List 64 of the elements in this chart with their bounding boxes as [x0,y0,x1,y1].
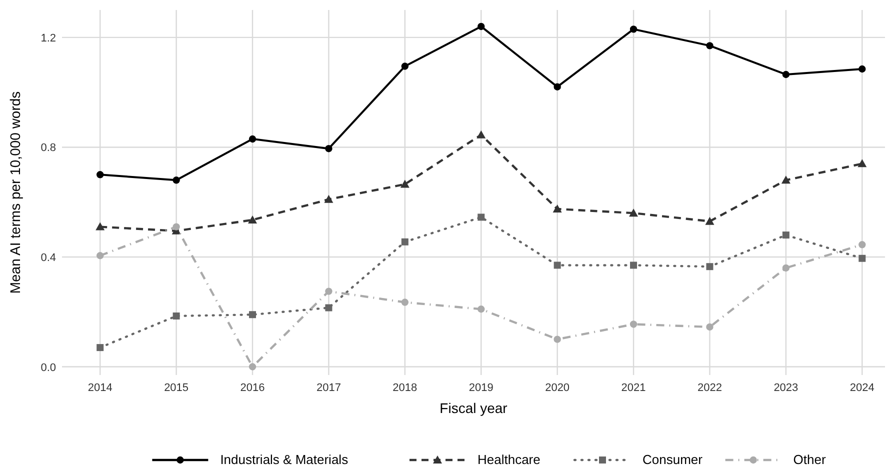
point [478,22,485,30]
x-tick-label: 2023 [774,382,798,394]
point [96,344,104,352]
point [552,204,562,212]
point [248,135,256,143]
point [554,83,561,90]
point [705,216,714,225]
legend-label: Consumer [642,452,704,467]
point [858,159,867,168]
point [858,254,866,262]
point [554,336,561,343]
x-tick-label: 2019 [468,382,494,394]
y-tick-label: 0.8 [40,142,56,154]
x-tick-label: 2016 [240,382,265,394]
point [400,180,410,188]
legend-label: Industrials & Materials [220,452,349,467]
point [401,238,408,246]
point [858,65,866,73]
point [782,232,790,239]
point [782,264,790,272]
point [248,215,258,224]
point [706,323,714,331]
x-tick-label: 2020 [545,382,570,394]
point [249,311,256,318]
point [172,312,180,320]
point [401,298,409,306]
point [96,252,104,260]
point [858,241,866,248]
x-tick-label: 2015 [164,382,189,394]
x-tick-label: 2022 [697,382,722,394]
point [401,62,409,70]
y-tick-label: 0.0 [40,362,56,374]
x-axis-title: Fiscal year [440,400,508,416]
x-tick-label: 2021 [621,382,646,394]
point [706,263,714,270]
point [476,130,486,138]
point [706,42,714,50]
point [630,262,638,269]
point [96,222,105,230]
x-tick-label: 2024 [850,382,874,394]
y-tick-label: 1.2 [40,32,56,44]
x-tick-label: 2014 [88,382,112,394]
point [478,306,485,313]
point [782,70,790,78]
legend-label: Other [793,452,826,467]
point [554,262,561,269]
point [96,171,104,178]
point [629,208,638,217]
y-tick-label: 0.4 [40,252,56,264]
point [172,223,180,230]
point [172,176,180,184]
point [630,26,638,33]
point [781,176,790,184]
y-axis-title: Mean AI terms per 10,000 words [7,91,23,294]
point [248,363,256,370]
point [325,144,332,152]
point [630,320,638,328]
point [325,304,332,312]
x-tick-label: 2017 [316,382,341,394]
point [325,288,332,295]
legend-label: Healthcare [478,452,540,467]
point [324,194,334,203]
point [478,214,485,221]
x-tick-label: 2018 [392,382,418,394]
